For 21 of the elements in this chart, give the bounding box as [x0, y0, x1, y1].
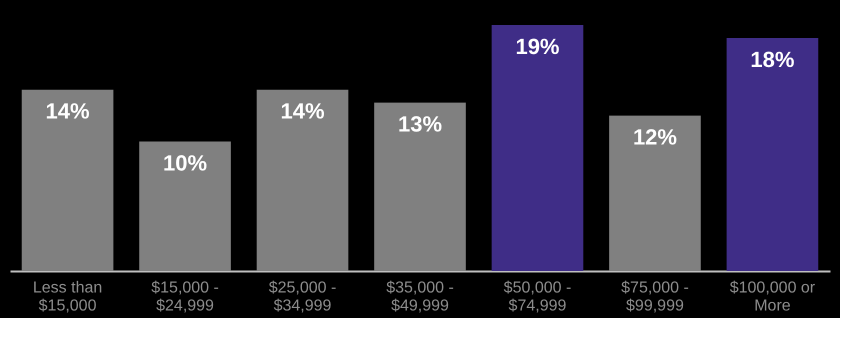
- x-tick-label: $35,000 - $49,999: [386, 280, 454, 314]
- x-tick-label: $50,000 - $74,999: [504, 280, 572, 314]
- data-label: 18%: [750, 46, 794, 72]
- bar: [139, 142, 231, 271]
- bar: [374, 102, 466, 271]
- x-tick-label: $15,000 - $24,999: [151, 280, 219, 314]
- bar: [22, 90, 114, 271]
- bar: [609, 116, 701, 271]
- bar: [726, 38, 818, 271]
- data-label: 12%: [632, 124, 677, 150]
- data-label: 14%: [46, 98, 90, 124]
- x-tick-label: Less than $15,000: [32, 280, 102, 314]
- x-tick-label: $100,000 or More: [730, 280, 816, 314]
- x-tick-label: $25,000 - $34,999: [268, 280, 336, 314]
- x-tick-label: $75,000 - $99,999: [621, 280, 689, 314]
- data-label: 10%: [163, 150, 208, 176]
- data-label: 13%: [398, 112, 442, 137]
- bar: [492, 25, 584, 271]
- data-label: 19%: [515, 34, 560, 59]
- data-label: 14%: [280, 98, 325, 124]
- bar: [256, 90, 348, 271]
